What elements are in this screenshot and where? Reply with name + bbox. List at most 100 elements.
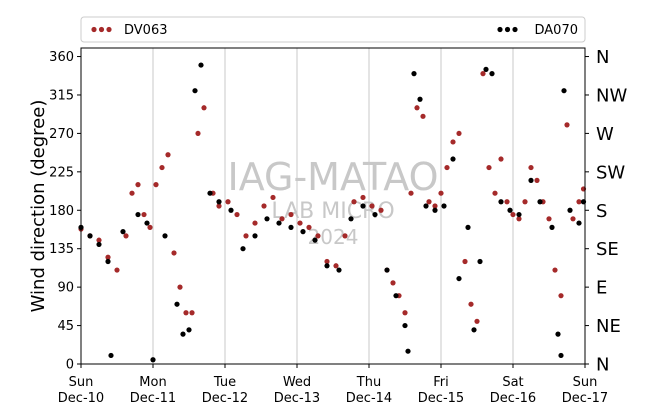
data-point	[492, 190, 498, 196]
data-point	[423, 203, 429, 209]
data-point	[516, 211, 522, 218]
data-point	[465, 224, 471, 230]
legend-dot	[497, 26, 503, 33]
x-tick-date: Dec-17	[562, 391, 608, 406]
x-tick-date: Dec-13	[274, 391, 320, 406]
plot-area	[81, 48, 585, 364]
x-tick-day: Wed	[283, 375, 311, 390]
legend-dot	[512, 26, 518, 33]
data-point	[384, 267, 390, 273]
data-point	[336, 267, 342, 273]
legend-dot	[91, 26, 97, 33]
watermark-line-3: 2024	[308, 225, 359, 249]
x-tick-date: Dec-11	[130, 391, 176, 406]
data-point	[279, 216, 285, 222]
data-point	[576, 199, 582, 205]
data-point	[408, 190, 414, 196]
data-point	[564, 122, 570, 128]
data-point	[165, 152, 171, 158]
data-point	[192, 88, 198, 94]
data-point	[426, 199, 432, 205]
data-point	[270, 194, 276, 201]
series-dv063	[78, 71, 587, 324]
data-point	[360, 203, 366, 209]
plot-frame	[80, 47, 586, 365]
data-point	[516, 216, 522, 222]
data-point	[297, 220, 303, 226]
data-point	[201, 105, 207, 111]
data-point	[288, 224, 294, 230]
data-point	[135, 182, 141, 188]
data-point	[570, 216, 576, 222]
data-point	[348, 216, 354, 222]
data-point	[216, 203, 222, 209]
y-tick-label: 360	[49, 50, 74, 65]
x-tick-day: Sat	[502, 375, 523, 390]
data-point	[498, 199, 504, 205]
data-point	[216, 199, 222, 205]
legend-marker-dv063	[91, 26, 112, 33]
data-point	[552, 267, 558, 273]
data-point	[480, 71, 486, 77]
data-point	[114, 267, 120, 273]
data-point	[288, 211, 294, 218]
data-point	[474, 318, 480, 324]
data-point	[546, 216, 552, 222]
watermark: IAG-MATAO LAB MICRO 2024	[227, 155, 438, 249]
data-point	[228, 207, 234, 213]
data-point	[450, 139, 456, 145]
data-point	[471, 327, 477, 333]
series-layer	[78, 62, 587, 363]
data-point	[105, 258, 111, 265]
data-point	[141, 211, 147, 218]
data-point	[456, 130, 462, 137]
data-point	[177, 284, 183, 290]
data-point	[483, 66, 489, 72]
data-point	[108, 352, 114, 359]
data-point	[198, 62, 204, 68]
data-point	[342, 233, 348, 239]
compass-axis: N NE E SE S SW W NW N	[585, 47, 627, 376]
data-point	[312, 237, 318, 243]
data-point	[300, 229, 306, 235]
data-point	[324, 258, 330, 265]
y-axis: 0 45 90 135 180 225 270 315 360	[49, 50, 81, 373]
data-point	[207, 190, 213, 196]
data-point	[105, 254, 111, 260]
data-point	[189, 310, 195, 316]
data-point	[96, 237, 102, 243]
data-point	[450, 156, 456, 162]
data-point	[534, 177, 540, 183]
x-tick-day: Tue	[213, 375, 236, 390]
data-point	[441, 203, 447, 209]
data-point	[411, 71, 417, 77]
data-point	[462, 258, 468, 265]
data-point	[438, 190, 444, 196]
y-tick-label: 135	[49, 242, 74, 257]
data-point	[120, 229, 126, 235]
compass-label: N	[596, 355, 609, 376]
series-da070	[78, 62, 587, 363]
data-point	[528, 177, 534, 183]
data-point	[414, 105, 420, 111]
data-point	[135, 211, 141, 218]
data-point	[171, 250, 177, 256]
data-point	[528, 164, 534, 171]
data-point	[432, 203, 438, 209]
data-point	[510, 211, 516, 218]
data-point	[123, 233, 129, 239]
compass-label: NW	[596, 85, 627, 106]
data-point	[537, 199, 543, 205]
data-point	[522, 199, 528, 205]
data-point	[183, 310, 189, 316]
legend-dot	[98, 26, 105, 33]
x-tick-date: Dec-15	[418, 391, 464, 406]
data-point	[87, 233, 93, 239]
data-point	[402, 310, 408, 316]
legend-dot	[504, 26, 511, 33]
data-point	[276, 220, 282, 226]
watermark-line-1: IAG-MATAO	[227, 155, 438, 199]
data-point	[324, 263, 330, 269]
y-tick-label: 225	[49, 165, 74, 180]
